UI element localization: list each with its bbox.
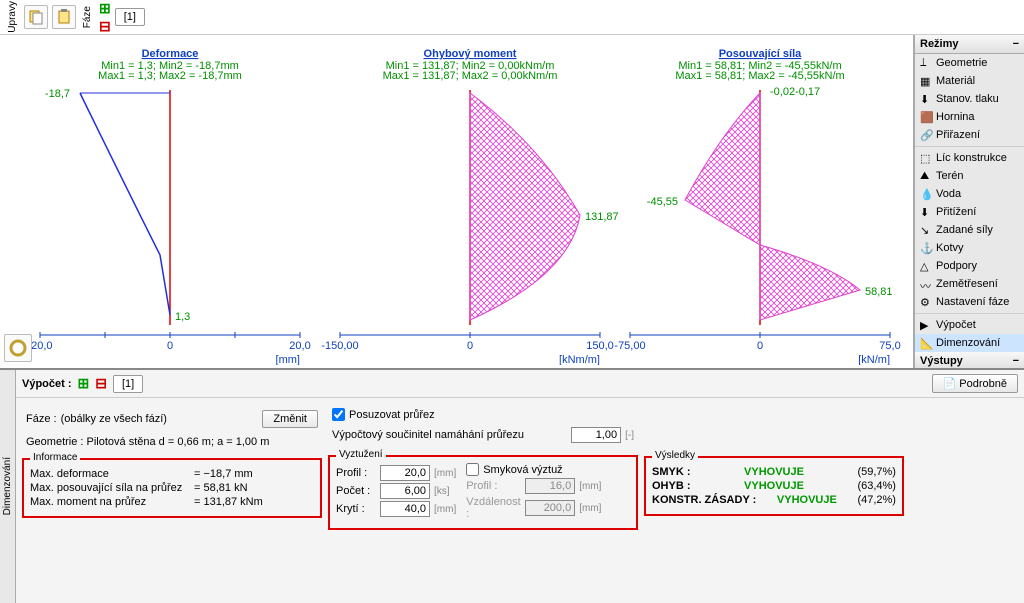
svg-text:-75,00: -75,00 [614,340,645,352]
plus-icon[interactable]: ⊞ [99,0,111,17]
svg-text:-150,00: -150,00 [321,340,358,352]
mode-item-13[interactable]: ⚙Nastavení fáze [915,293,1024,311]
svg-text:-18,7: -18,7 [45,88,70,100]
count-input[interactable] [380,483,430,499]
mode-item-8[interactable]: ⬇Přitížení [915,203,1024,221]
mode-item-5[interactable]: ⬚Líc konstrukce [915,149,1024,167]
geometry-text: Geometrie : Pilotová stěna d = 0,66 m; a… [26,436,318,448]
mode-item-9[interactable]: ↘Zadané síly [915,221,1024,239]
svg-text:[mm]: [mm] [276,354,300,365]
svg-text:[kN/m]: [kN/m] [858,354,890,365]
minus-icon[interactable]: ⊟ [95,375,107,392]
mode-item-14[interactable]: ▶Výpočet [915,316,1024,334]
svg-text:150,0: 150,0 [586,340,614,352]
collapse-icon[interactable]: − [1013,38,1019,50]
results-box: Výsledky SMYK :VYHOVUJE(59,7%) OHYB :VYH… [644,456,904,516]
chart-canvas: Deformace Min1 = 1,3; Min2 = -18,7mm Max… [0,35,914,368]
mode-item-4[interactable]: 🔗Přiřazení [915,126,1024,144]
gear-icon[interactable] [4,334,32,362]
faze-label: Fáze [80,4,95,30]
info-box: Informace Max. deformace= −18,7 mm Max. … [22,458,322,518]
svg-text:Ohybový moment: Ohybový moment [424,48,517,60]
svg-text:[kNm/m]: [kNm/m] [559,354,600,365]
chart1-title: Deformace [142,48,199,60]
mode-item-12[interactable]: 〰Zemětřesení [915,275,1024,293]
svg-text:131,87: 131,87 [585,211,619,223]
change-button[interactable]: Změnit [262,410,318,428]
detail-button[interactable]: 📄 Podrobně [932,374,1018,393]
svg-text:75,0: 75,0 [879,340,900,352]
modes-header: Režimy [920,38,959,50]
mode-item-15[interactable]: 📐Dimenzování [915,334,1024,352]
svg-text:58,81: 58,81 [865,286,893,298]
svg-text:0: 0 [757,340,763,352]
minus-icon[interactable]: ⊟ [99,18,111,35]
vypocet-label: Výpočet : [22,378,72,390]
svg-text:Posouvající síla: Posouvající síla [719,48,802,60]
tab-dimenzovani[interactable]: Dimenzování [0,455,15,517]
cover-input[interactable] [380,501,430,517]
modes-panel: Režimy − ⟘Geometrie▦Materiál⬇Stanov. tlak… [914,35,1024,368]
profil-input[interactable] [380,465,430,481]
paste-icon[interactable] [52,5,76,29]
svg-text:0: 0 [467,340,473,352]
coef-input[interactable] [571,427,621,443]
faze-label: Fáze : [26,413,57,425]
plus-icon[interactable]: ⊞ [78,375,90,392]
svg-text:Max1 = 131,87; Max2 = 0,00kNm/: Max1 = 131,87; Max2 = 0,00kNm/m [383,70,558,82]
mode-item-0[interactable]: ⟘Geometrie [915,54,1024,72]
svg-text:-45,55: -45,55 [647,196,678,208]
outputs-header: Výstupy [920,355,963,367]
mode-item-2[interactable]: ⬇Stanov. tlaku [915,90,1024,108]
svg-text:Max1 = 1,3; Max2 = -18,7mm: Max1 = 1,3; Max2 = -18,7mm [98,70,242,82]
svg-text:0: 0 [167,340,173,352]
copy-icon[interactable] [24,5,48,29]
svg-text:-0,02-0,17: -0,02-0,17 [770,86,820,98]
mode-item-11[interactable]: △Podpory [915,257,1024,275]
mode-item-7[interactable]: 💧Voda [915,185,1024,203]
assess-checkbox[interactable]: Posuzovat průřez [332,408,634,421]
svg-text:20,0: 20,0 [289,340,310,352]
svg-text:Max1 = 58,81; Max2 = -45,55kN/: Max1 = 58,81; Max2 = -45,55kN/m [675,70,844,82]
mode-item-6[interactable]: ⛰Terén [915,167,1024,185]
mode-item-3[interactable]: 🟫Hornina [915,108,1024,126]
phase-tag[interactable]: [1] [115,8,145,26]
reinforcement-box: Vyztužení Profil :[mm] Počet :[ks] Krytí… [328,455,638,530]
bottom-panel: Dimenzování Výpočet : ⊞ ⊟ [1] 📄 Podrobně… [0,368,1024,603]
mode-item-1[interactable]: ▦Materiál [915,72,1024,90]
upravy-label: Úpravy [5,0,20,35]
svg-text:1,3: 1,3 [175,311,190,323]
shear-reinf-checkbox[interactable]: Smyková výztuž [466,463,601,476]
calc-tag[interactable]: [1] [113,375,143,393]
top-toolbar: Úpravy Fáze ⊞ ⊟ [1] [0,0,1024,35]
mode-item-10[interactable]: ⚓Kotvy [915,239,1024,257]
